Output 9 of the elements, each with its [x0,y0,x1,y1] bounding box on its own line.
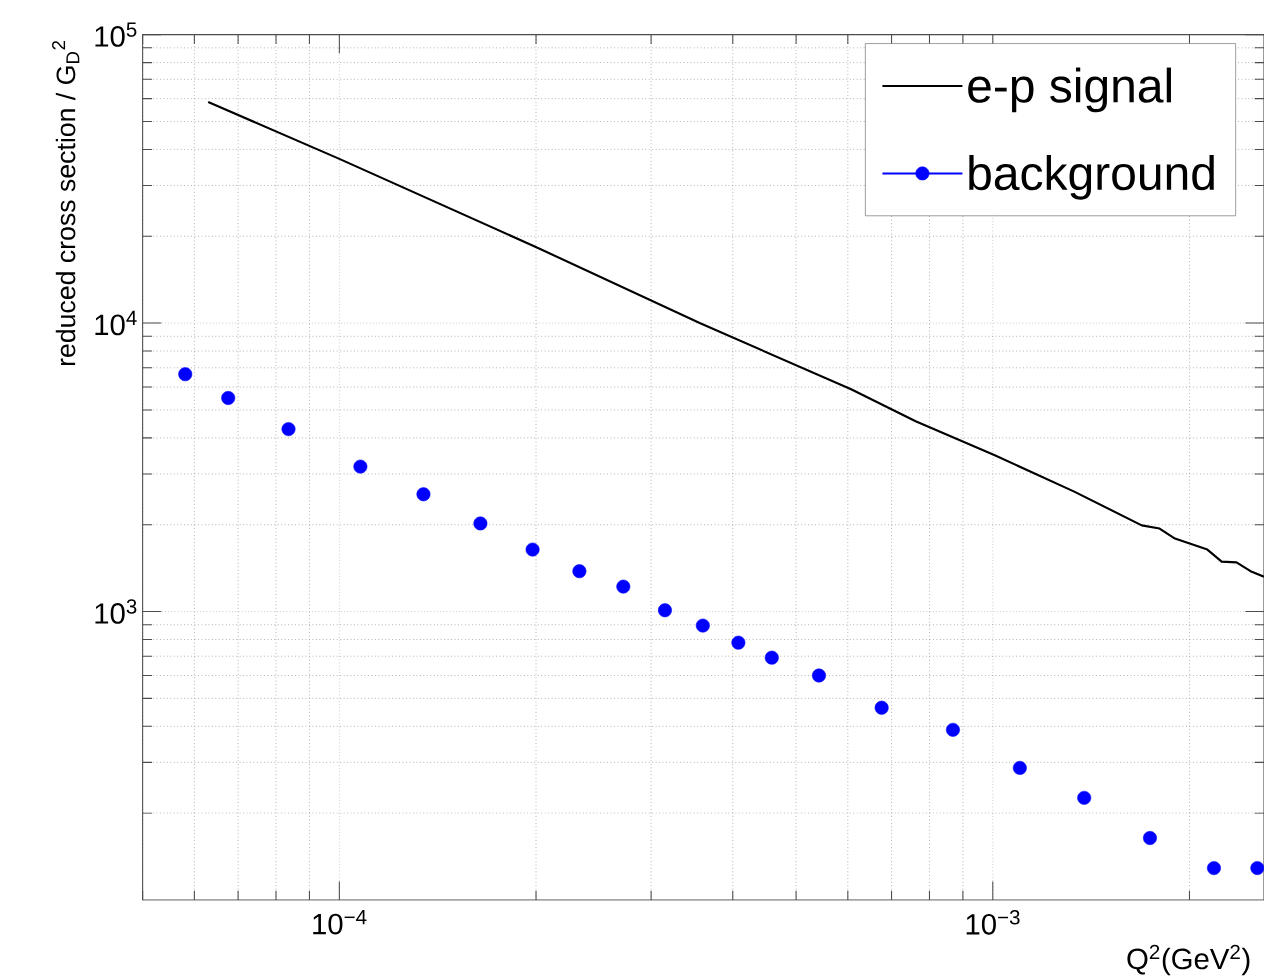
y-tick-label: 10$^{4}$ [95,310,137,336]
y-axis-title: reduced cross section / G$_{D}$2 [52,40,80,366]
y-tick-label: 10$^{5}$ [95,22,137,47]
legend-label: background [969,155,1214,200]
x-tick-label: 10$^{−3}$ [966,910,1020,935]
y-tick-label: 10$^{3}$ [95,599,137,624]
x-tick-label: 10$^{−4}$ [313,910,367,935]
legend-label: e-p signal [968,67,1171,113]
x-axis-title: Q$^{2}$(GeV$^{2}$) [1127,944,1250,976]
